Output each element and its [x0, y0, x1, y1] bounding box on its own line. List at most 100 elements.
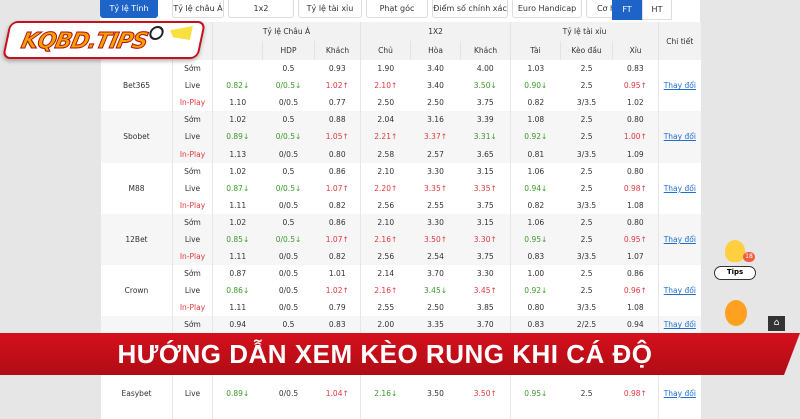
- change-link[interactable]: Thay đổi: [663, 234, 696, 244]
- tab-6[interactable]: Điểm số chính xác: [432, 0, 508, 18]
- column-header: Khách: [460, 41, 511, 60]
- ht-toggle[interactable]: HT: [642, 0, 672, 20]
- odds-value: 0.80: [612, 111, 659, 129]
- tab-4[interactable]: Tỷ lệ tài xỉu: [298, 0, 362, 18]
- lightbulb-icon[interactable]: [725, 240, 745, 262]
- odds-value: 1.90: [360, 60, 411, 78]
- odds-row: M88 Sớm 1.02 0.5 0.86 2.10 3.30 3.15 1.06 2.5 0.80…: [100, 162, 701, 214]
- tips-button[interactable]: Tips: [714, 266, 756, 280]
- change-link[interactable]: Thay đổi: [663, 388, 696, 398]
- column-header: Chủ: [360, 41, 411, 60]
- odds-value: 0.90↓: [510, 77, 561, 95]
- odds-row: Live 0.82↓ 0/0.5↓ 1.02↑ 2.10↑ 3.40 3.50↓ 0.90↓ 2…: [101, 77, 701, 95]
- money-bag-icon[interactable]: [725, 300, 747, 326]
- odds-value: 3.31↓: [460, 128, 511, 146]
- odds-row: In-Play 1.13 0/0.5 0.80 2.58 2.57 3.65 0.81 3/3.…: [101, 145, 701, 163]
- ft-toggle[interactable]: FT: [612, 0, 642, 20]
- odds-value: 0.82: [314, 196, 361, 214]
- odds-value: 1.03: [510, 60, 561, 78]
- tab-5[interactable]: Phạt góc: [366, 0, 428, 18]
- column-header: Khách: [313, 41, 361, 60]
- odds-row: Crown Sớm 0.87 0/0.5 1.01 2.14 3.70 3.30 1.00 2.5…: [100, 265, 701, 317]
- odds-value: 1.02↑: [314, 282, 361, 300]
- row-type: In-Play: [172, 248, 213, 266]
- change-link[interactable]: Thay đổi: [663, 183, 696, 193]
- change-link[interactable]: Thay đổi: [663, 320, 696, 330]
- detail-cell: Thay đổi: [658, 60, 701, 112]
- odds-value: 3.50: [410, 384, 461, 402]
- odds-row: Sbobet Sớm 1.02 0.5 0.88 2.04 3.16 3.39 1.08 2.5 0…: [100, 111, 701, 163]
- tab-7[interactable]: Euro Handicap: [512, 0, 582, 18]
- odds-value: 0/0.5: [262, 299, 315, 317]
- odds-row: 12Bet Sớm 1.02 0.5 0.86 2.10 3.30 3.15 1.06 2.5 0.…: [100, 213, 701, 266]
- odds-value: 1.07↑: [314, 230, 361, 249]
- odds-value: 2.5: [560, 213, 613, 231]
- odds-value: 3.30: [410, 213, 461, 231]
- odds-value: [360, 401, 411, 419]
- odds-value: 3.65: [460, 145, 511, 163]
- odds-value: 1.11: [212, 196, 263, 214]
- odds-value: 2.55: [360, 299, 411, 317]
- odds-value: 1.07↑: [314, 179, 361, 197]
- football-icon: [148, 26, 165, 40]
- odds-value: 2.54: [410, 248, 461, 266]
- odds-value: 0.83: [612, 60, 659, 78]
- odds-value: 3.30: [410, 162, 461, 180]
- odds-value: 2.50: [360, 94, 411, 112]
- odds-value: 0.94↓: [510, 179, 561, 197]
- odds-value: 0.86↓: [212, 282, 263, 300]
- asian-header: Tỷ lệ Châu Á: [211, 22, 361, 41]
- odds-value: 0.92↓: [510, 282, 561, 300]
- odds-value: 2.5: [560, 60, 613, 78]
- odds-value: 2.10: [360, 162, 411, 180]
- odds-value: 1.11: [212, 248, 263, 266]
- odds-value: 0.94: [212, 316, 263, 334]
- odds-value: 4.00: [460, 60, 511, 78]
- odds-value: 1.02: [612, 94, 659, 112]
- column-header: Tài: [510, 41, 561, 60]
- odds-value: 0.80: [612, 213, 659, 231]
- odds-value: 3.16: [410, 111, 461, 129]
- odds-value: 0.82: [510, 94, 561, 112]
- change-link[interactable]: Thay đổi: [663, 132, 696, 142]
- ou-header: Tỷ lệ tài xỉu: [510, 22, 659, 41]
- change-link[interactable]: Thay đổi: [663, 81, 696, 91]
- odds-value: 3.40: [410, 60, 461, 78]
- odds-value: [612, 401, 659, 419]
- tab-3[interactable]: 1x2: [228, 0, 294, 18]
- scroll-top-button[interactable]: ⌂: [768, 316, 785, 331]
- change-link[interactable]: Thay đổi: [663, 286, 696, 296]
- odds-value: 2.04: [360, 111, 411, 129]
- odds-value: 0/0.5: [262, 248, 315, 266]
- bookmaker-name: Sbobet: [100, 111, 173, 163]
- 1x2-header: 1X2: [360, 22, 511, 41]
- odds-value: 1.02: [212, 162, 263, 180]
- odds-value: 0.81: [510, 145, 561, 163]
- odds-value: 1.05↑: [314, 128, 361, 146]
- odds-value: 2.00: [360, 316, 411, 334]
- odds-value: 3.75: [460, 248, 511, 266]
- kqbd-logo: KQBD.TIPS: [1, 21, 207, 59]
- row-type: Sớm: [172, 213, 213, 231]
- odds-row: In-Play 1.10 0/0.5 0.77 2.50 2.50 3.75 0.82 3/3.…: [101, 94, 701, 112]
- odds-value: 0.5: [262, 60, 315, 78]
- tab-1[interactable]: Tỷ lệ Tính: [100, 0, 158, 18]
- detail-header: Chi tiết: [658, 22, 701, 60]
- odds-row: In-Play 1.11 0/0.5 0.82 2.56 2.55 3.75 0.82 3/3.…: [101, 196, 701, 214]
- row-type: In-Play: [172, 145, 213, 163]
- odds-value: 0.79: [314, 299, 361, 317]
- flag-icon: [168, 26, 193, 40]
- tab-2[interactable]: Tỷ lệ châu Á: [172, 0, 224, 18]
- odds-value: 1.11: [212, 299, 263, 317]
- bookmaker-name: Easybet: [100, 367, 173, 419]
- odds-row: In-Play 1.11 0/0.5 0.82 2.56 2.54 3.75 0.83 3/3.…: [101, 248, 701, 266]
- odds-value: 3/3.5: [560, 94, 613, 112]
- odds-value: 1.10: [212, 94, 263, 112]
- odds-value: 0.95↑: [612, 230, 659, 249]
- row-type: Sớm: [172, 111, 213, 129]
- odds-value: 0.98↑: [612, 384, 659, 402]
- odds-value: 0.85↓: [212, 230, 263, 249]
- odds-value: 2.50: [410, 94, 461, 112]
- odds-value: 0.96↑: [612, 282, 659, 300]
- odds-value: 2.5: [560, 128, 613, 146]
